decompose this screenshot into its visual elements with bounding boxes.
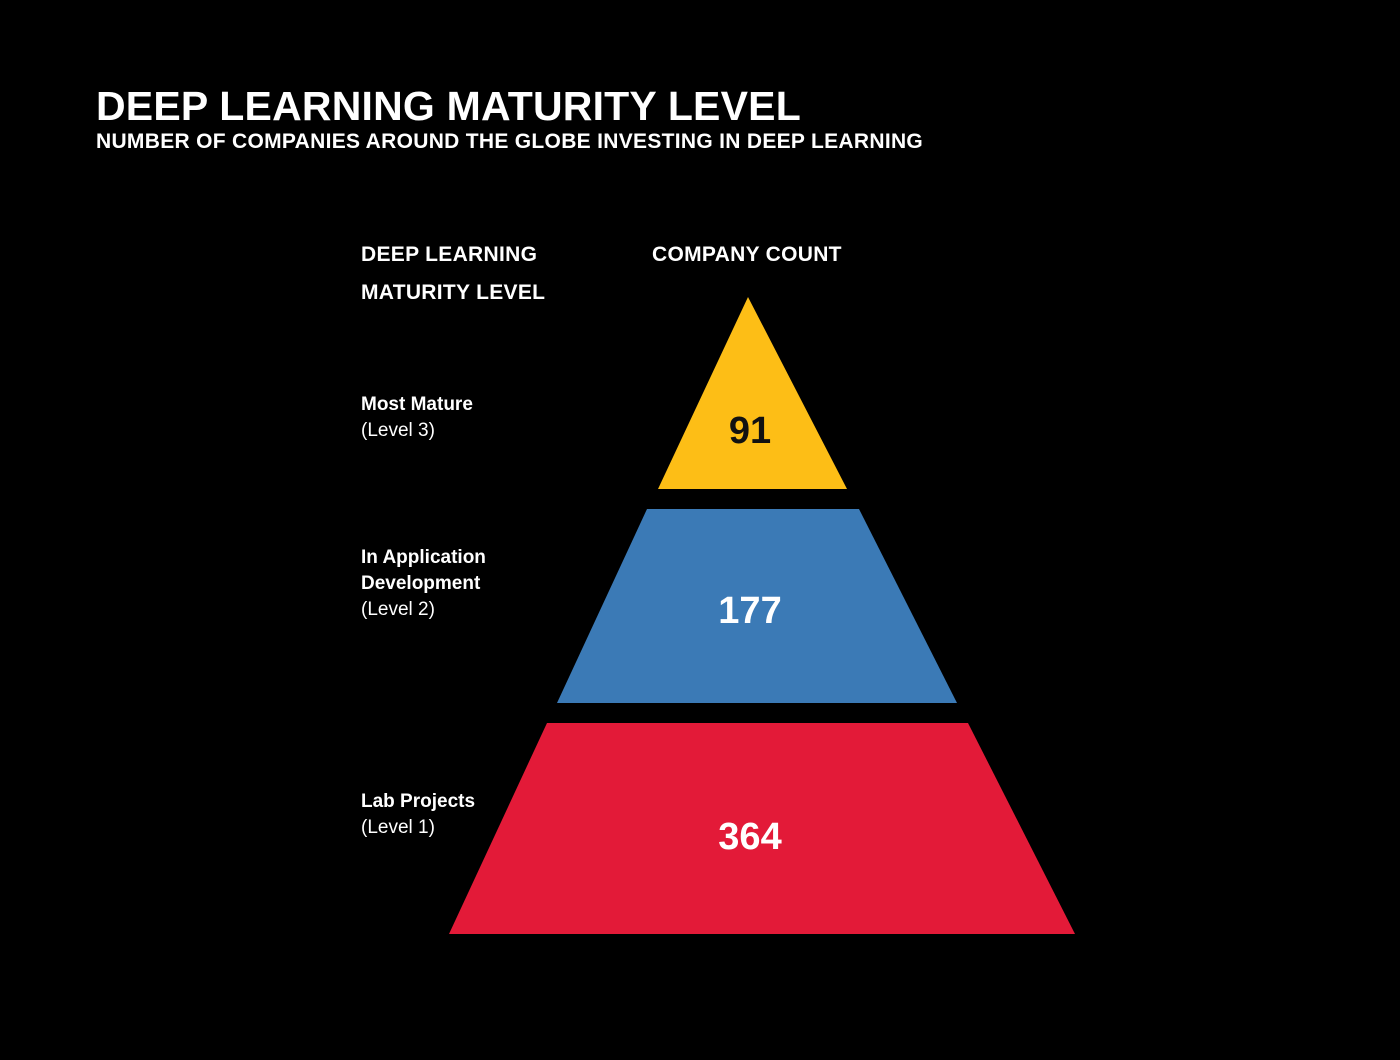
pyramid-value-level-1: 364 bbox=[718, 816, 781, 858]
count-column-header: COMPANY COUNT bbox=[652, 243, 842, 266]
pyramid-tier-level-3 bbox=[658, 297, 847, 489]
level-column-header: DEEP LEARNING MATURITY LEVEL bbox=[361, 236, 545, 312]
level-name: Most Mature bbox=[361, 394, 473, 415]
pyramid-tier-level-1 bbox=[449, 723, 1075, 934]
pyramid-tier-level-2 bbox=[557, 509, 957, 703]
chart-subtitle: NUMBER OF COMPANIES AROUND THE GLOBE INV… bbox=[96, 130, 924, 153]
level-number: (Level 2) bbox=[361, 599, 435, 620]
level-number: (Level 1) bbox=[361, 817, 435, 838]
pyramid-value-level-3: 91 bbox=[729, 410, 771, 452]
level-number: (Level 3) bbox=[361, 420, 435, 441]
level-column-header-line2: MATURITY LEVEL bbox=[361, 281, 546, 304]
level-name-line2: Development bbox=[361, 573, 481, 594]
level-label-2: In Application Development (Level 2) bbox=[361, 545, 486, 623]
level-label-3: Most Mature (Level 3) bbox=[361, 392, 473, 444]
level-column-header-line1: DEEP LEARNING bbox=[361, 243, 538, 266]
pyramid-value-level-2: 177 bbox=[718, 590, 781, 632]
chart-title: DEEP LEARNING MATURITY LEVEL bbox=[96, 83, 801, 129]
level-name: Lab Projects bbox=[361, 791, 476, 812]
level-name: In Application bbox=[361, 547, 486, 568]
level-label-1: Lab Projects (Level 1) bbox=[361, 789, 475, 841]
